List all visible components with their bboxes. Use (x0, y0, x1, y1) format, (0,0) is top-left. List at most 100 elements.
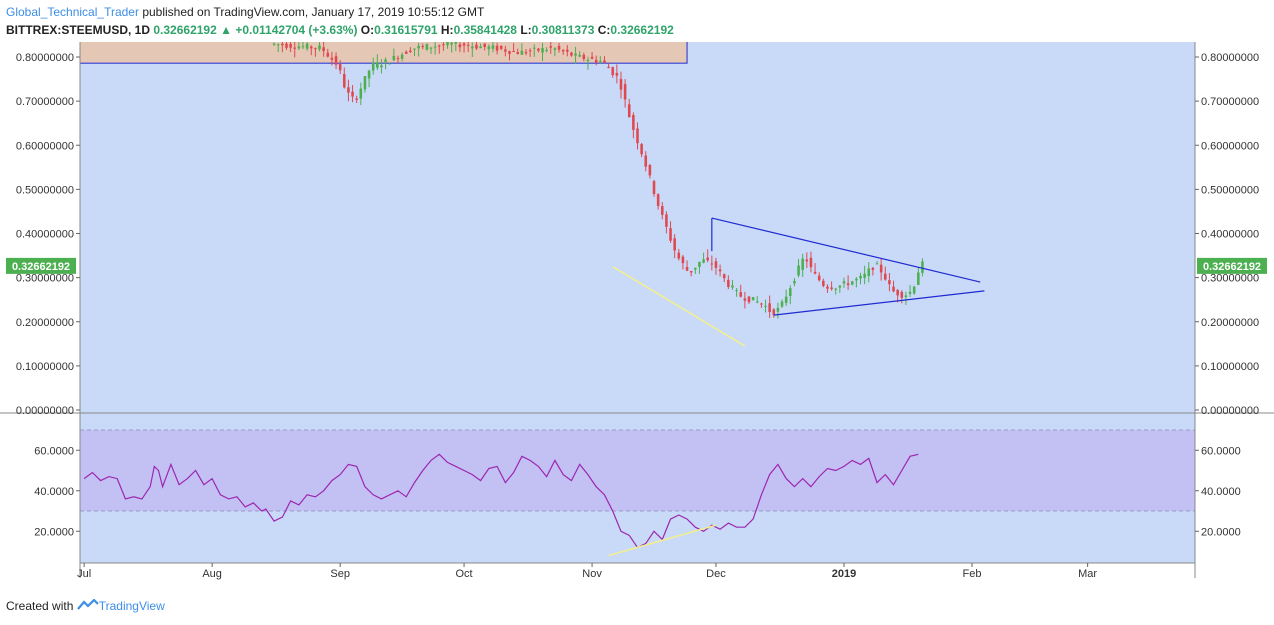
candle-up (599, 60, 602, 63)
candle-down (900, 291, 904, 298)
last-price-badge-left (6, 257, 76, 274)
candle-down (739, 292, 743, 297)
candle-down (351, 91, 354, 97)
candle-down (656, 194, 660, 206)
candle-up (400, 54, 404, 59)
candle-up (875, 263, 879, 265)
candle-down (888, 280, 891, 285)
candle-down (718, 269, 722, 272)
candle-up (801, 258, 804, 270)
candle-down (768, 303, 771, 313)
candle-up (789, 288, 792, 297)
candle-down (557, 45, 561, 50)
candle-down (512, 51, 515, 53)
candle-up (908, 291, 912, 294)
candle-down (689, 270, 693, 273)
candle-down (607, 66, 610, 69)
candle-down (409, 50, 412, 53)
candle-up (784, 296, 788, 303)
candle-up (471, 46, 474, 49)
price-axis-label-left: 0.80000000 (16, 52, 74, 64)
candle-down (590, 56, 594, 59)
rsi-axis-label-right: 60.0000 (1201, 445, 1241, 457)
candle-down (582, 54, 586, 60)
candle-down (537, 48, 540, 51)
open-value: 0.31615791 (374, 23, 438, 37)
candle-up (450, 42, 453, 45)
time-axis-label: Mar (1078, 568, 1097, 580)
candle-up (388, 63, 392, 65)
candle-down (289, 43, 292, 48)
price-axis-label-left: 0.30000000 (16, 273, 74, 285)
price-axis-label-left: 0.10000000 (16, 361, 74, 373)
rsi-axis-label-left: 40.0000 (34, 486, 74, 498)
candle-down (805, 259, 809, 262)
candle-down (421, 46, 425, 48)
candle-up (850, 281, 854, 285)
candle-up (384, 59, 387, 63)
candle-down (314, 48, 317, 50)
footer: Created with TradingView (6, 598, 165, 613)
candle-down (495, 45, 499, 51)
last-price-label-right: 0.32662192 (1203, 261, 1261, 273)
triangle-upper-line (711, 217, 981, 283)
candle-down (475, 44, 478, 49)
candle-down (896, 290, 899, 296)
candle-up (417, 45, 420, 49)
price-axis-label-left: 0.20000000 (16, 317, 74, 329)
high-value: 0.35841428 (453, 23, 517, 37)
price-pane-background (80, 42, 1195, 413)
candle-up (413, 48, 416, 50)
candle-down (677, 252, 681, 259)
time-axis-label: Dec (706, 568, 726, 580)
open-label: O: (360, 23, 375, 37)
candle-down (817, 275, 821, 281)
candle-down (727, 279, 730, 287)
time-axis-background (80, 563, 1195, 578)
rsi-line (83, 453, 919, 549)
candle-up (764, 305, 767, 307)
price-axis-label-right: 0.40000000 (1201, 229, 1259, 241)
candle-down (442, 44, 445, 46)
candle-up (367, 70, 371, 79)
candle-up (867, 268, 871, 277)
candle-up (429, 47, 433, 49)
candle-up (863, 273, 866, 278)
candle-up (532, 47, 536, 49)
candle-up (834, 288, 838, 290)
rsi-axis-label-right: 20.0000 (1201, 526, 1241, 538)
candle-up (838, 285, 842, 288)
candle-down (722, 274, 726, 279)
candle-up (454, 42, 458, 44)
candle-up (776, 307, 780, 312)
candle-down (660, 206, 664, 215)
candle-up (272, 43, 276, 45)
candle-down (669, 228, 672, 241)
candle-down (619, 79, 623, 90)
candle-down (355, 98, 358, 100)
candle-up (305, 43, 309, 49)
publish-text: published on TradingView.com, January 17… (142, 5, 485, 19)
candle-down (652, 181, 656, 194)
candle-up (301, 46, 305, 48)
candle-down (499, 45, 503, 49)
price-axis-label-right: 0.60000000 (1201, 140, 1259, 152)
candle-up (479, 46, 482, 49)
symbol-label: BITTREX:STEEMUSD, 1D (6, 23, 151, 37)
candle-down (347, 87, 350, 93)
rsi-band (80, 430, 1195, 511)
candle-up (859, 275, 862, 279)
rsi-axis-label-right: 40.0000 (1201, 486, 1241, 498)
tradingview-brand[interactable]: TradingView (98, 599, 165, 613)
triangle-lower-line (773, 290, 985, 316)
rsi-divergence-line (608, 524, 717, 557)
candle-up (276, 44, 280, 46)
candle-up (363, 76, 367, 90)
author-link[interactable]: Global_Technical_Trader (6, 5, 139, 19)
candle-down (594, 59, 598, 63)
candle-up (731, 285, 734, 288)
candle-up (380, 65, 383, 68)
candle-up (491, 45, 495, 49)
candle-down (549, 46, 553, 48)
